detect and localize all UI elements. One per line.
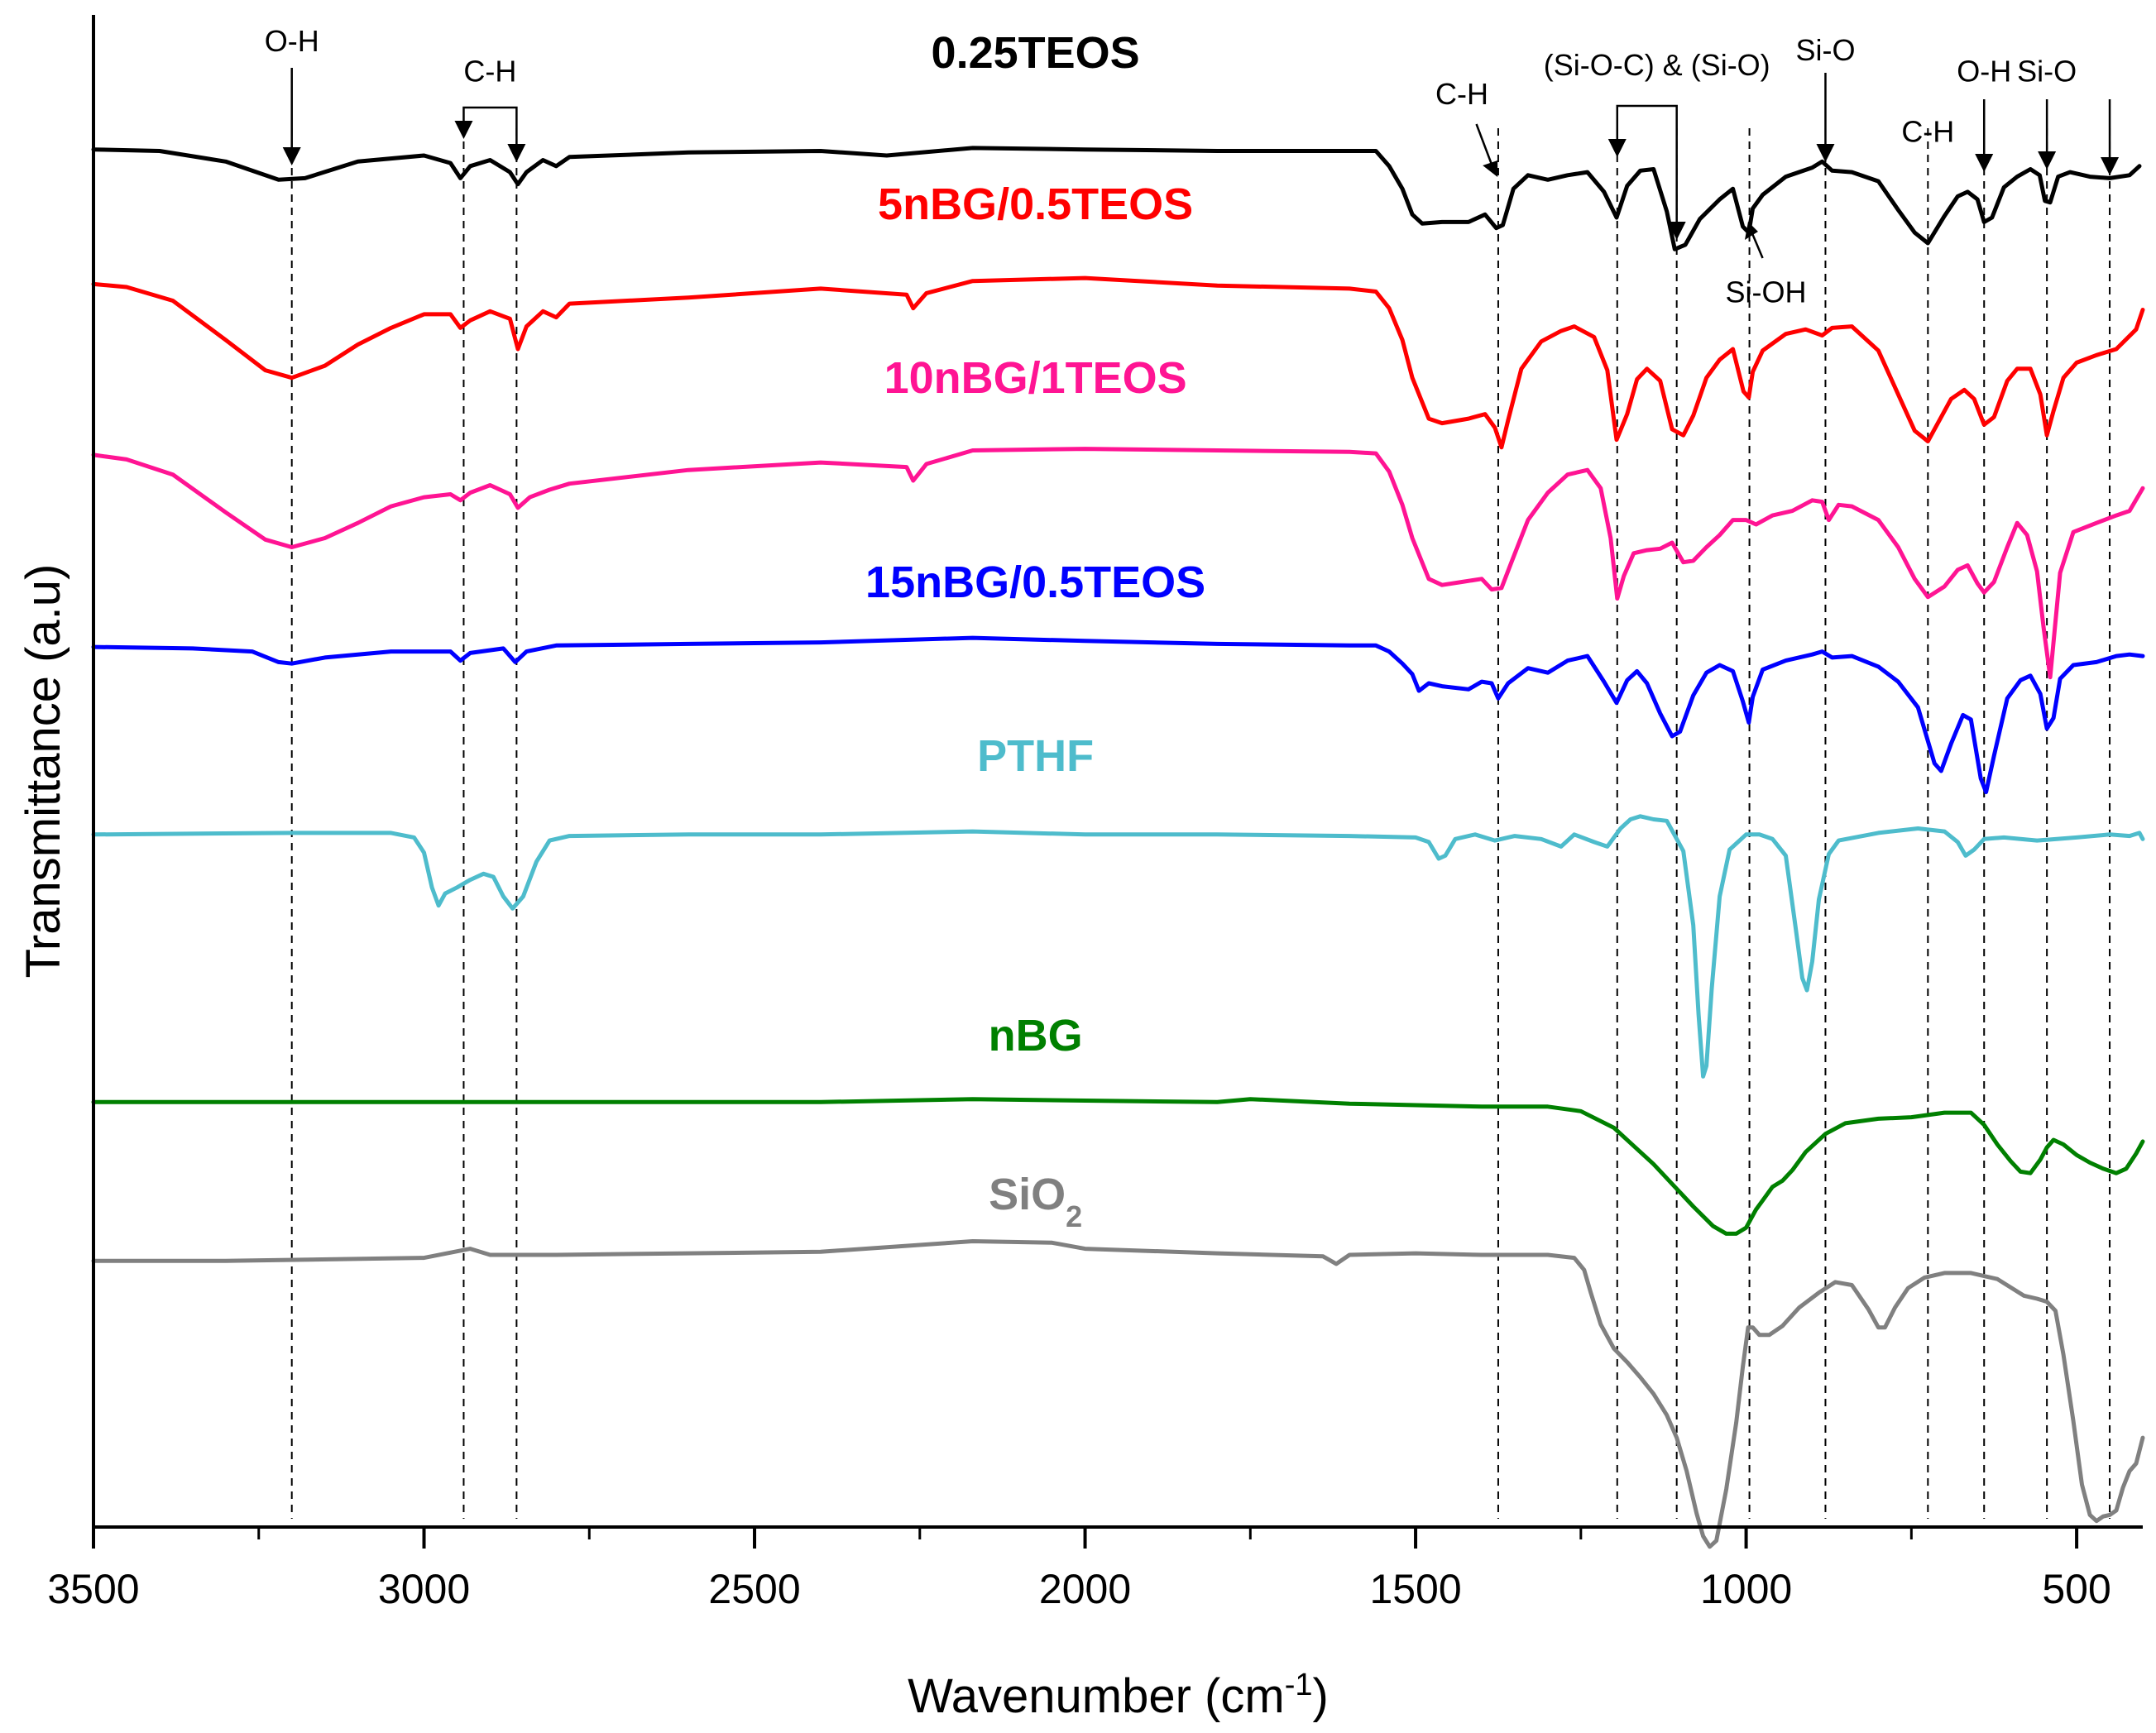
x-axis-title-end: )	[1312, 1669, 1328, 1723]
series-line-sio2	[91, 1239, 2145, 1549]
x-tick-label: 3000	[378, 1566, 470, 1612]
x-tick-label: 2000	[1039, 1566, 1131, 1612]
sio-arrow-head	[1667, 222, 1686, 240]
ch-1375-arrow-head	[1483, 160, 1498, 177]
annotation-c-h: C-H	[1435, 77, 1488, 111]
x-axis-title-text: Wavenumber (cm	[908, 1669, 1285, 1723]
ch-arrow-2860-head	[507, 144, 526, 162]
series-labels: 0.25TEOS 5nBG/0.5TEOS 10nBG/1TEOS 15nBG/0.5…	[865, 28, 1205, 1233]
ch-arrow-2940-head	[454, 121, 473, 139]
series-line-nbg	[91, 1097, 2145, 1236]
axes: 3500 3000 2500 2000 1500 1000 500 Wavenumber (c…	[17, 15, 2143, 1723]
x-tick-label: 500	[2042, 1566, 2110, 1612]
annotation-si-o: Si-O	[1795, 33, 1855, 67]
series-label-text: 0.25TEOS	[932, 28, 1140, 78]
ch-1375-arrow-shaft	[1475, 123, 1495, 170]
guide-lines	[290, 128, 2111, 1519]
y-axis-title: Transmittance (a.u)	[17, 564, 70, 979]
annotation-si-oh: Si-OH	[1726, 275, 1807, 309]
oh-arrow-3200-head	[282, 147, 301, 165]
sioc-bracket	[1616, 104, 1678, 222]
x-tick-label: 2500	[708, 1566, 800, 1612]
annotation-si-o-c-si-o: (Si-O-C) & (Si-O)	[1544, 48, 1770, 82]
sio-880-arrow-head	[1816, 144, 1835, 162]
oh-640-arrow-head	[1975, 154, 1994, 172]
annotation-c-h: C-H	[463, 54, 516, 88]
x-tick-label: 1500	[1369, 1566, 1461, 1612]
series-line-5nbg-0-5teos	[91, 275, 2145, 450]
series-line-15nbg-0-5teos	[91, 635, 2145, 795]
annotation-o-h: O-H	[1957, 54, 2011, 88]
annotations: O-HC-HC-H(Si-O-C) & (Si-O) Si-OC-HO-H Si-O…	[265, 24, 2120, 309]
x-axis-title-superscript: -1	[1285, 1668, 1313, 1702]
series-label-text: PTHF	[977, 731, 1094, 781]
series-line-10nbg-1teos	[91, 447, 2145, 680]
sio-545-arrow-head	[2038, 151, 2057, 170]
series-label-0-25teos: 0.25TEOS	[932, 28, 1140, 78]
annotation-c-h: C-H	[1901, 115, 1954, 149]
series-label-sio2: SiO2	[989, 1170, 1082, 1233]
series-label-subscript: 2	[1066, 1199, 1082, 1233]
series-label-text: 5nBG/0.5TEOS	[878, 180, 1193, 229]
series-label-15nbg-0-5teos: 15nBG/0.5TEOS	[865, 558, 1205, 607]
series-label-text: 15nBG/0.5TEOS	[865, 558, 1205, 607]
series-label-pthf: PTHF	[977, 731, 1094, 781]
series-line-0-25teos	[91, 146, 2142, 251]
series-line-pthf	[91, 814, 2145, 1079]
series-label-nbg: nBG	[989, 1011, 1083, 1060]
series-lines	[91, 146, 2145, 1549]
x-axis-title: Wavenumber (cm-1)	[908, 1668, 1329, 1723]
sio-450-arrow-head	[2101, 157, 2120, 175]
annotation-si-o: Si-O	[2017, 54, 2077, 88]
x-tick-label: 3500	[47, 1566, 139, 1612]
annotation-o-h: O-H	[265, 24, 319, 58]
x-tick-label: 1000	[1700, 1566, 1792, 1612]
series-label-text: 10nBG/1TEOS	[884, 353, 1187, 403]
series-label-5nbg-0-5teos: 5nBG/0.5TEOS	[878, 180, 1193, 229]
series-label-10nbg-1teos: 10nBG/1TEOS	[884, 353, 1187, 403]
series-label-text: SiO	[989, 1170, 1066, 1219]
sioc-arrow-head	[1607, 139, 1627, 157]
series-label-text: nBG	[989, 1011, 1083, 1060]
